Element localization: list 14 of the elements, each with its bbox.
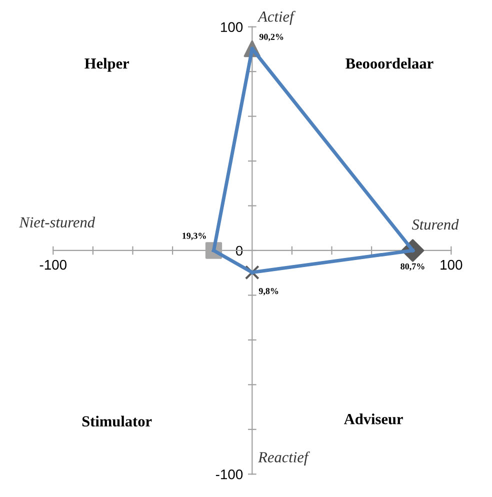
annotation: Helper	[84, 58, 130, 72]
annotation: Reactief	[258, 451, 310, 466]
annotation: Sturend	[412, 218, 459, 230]
annotation: 9,8%	[258, 288, 278, 296]
annotation: 90,2%	[259, 34, 284, 42]
y-tick-label: -100	[216, 469, 243, 480]
annotation: Beooordelaar	[346, 58, 434, 69]
annotation: Adviseur	[344, 414, 403, 424]
y-tick-label: 100	[221, 22, 243, 32]
annotation: Stimulator	[82, 416, 152, 427]
annotation: 80,7%	[400, 263, 424, 271]
annotation: 19,3%	[182, 232, 206, 240]
annotation: Niet-sturend	[19, 216, 96, 228]
text: Actief	[257, 10, 296, 25]
